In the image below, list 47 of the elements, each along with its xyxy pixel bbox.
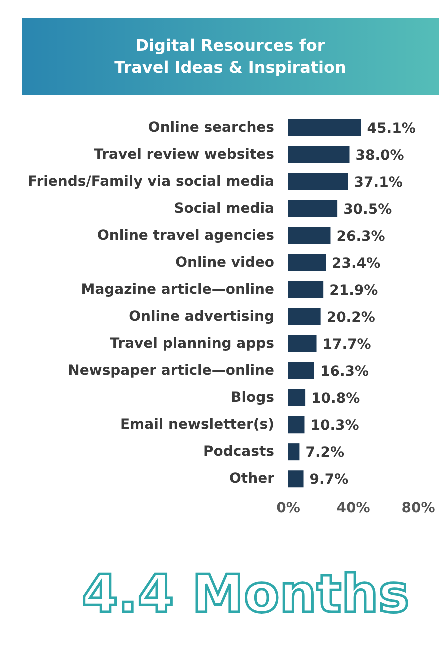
y-tick-label: Newspaper article—online — [68, 363, 274, 380]
data-label: 10.8% — [312, 391, 360, 408]
data-label: 7.2% — [306, 445, 345, 462]
bar — [288, 416, 305, 434]
data-label: 45.1% — [367, 120, 416, 137]
bar — [288, 390, 306, 407]
bar — [288, 308, 321, 326]
data-label: 17.7% — [322, 337, 372, 354]
bar — [288, 146, 350, 164]
bar — [288, 336, 317, 353]
data-label: 37.1% — [354, 174, 403, 191]
y-tick-label: Online advertising — [129, 309, 274, 326]
y-tick-label: Other — [230, 471, 275, 488]
data-label: 20.2% — [326, 310, 376, 326]
data-label: 10.3% — [310, 418, 360, 434]
y-tick-label: Friends/Family via social media — [28, 174, 274, 190]
data-label: 26.3% — [336, 228, 386, 245]
y-tick-label: Podcasts — [203, 444, 274, 460]
bar — [288, 470, 304, 488]
bar — [288, 173, 348, 190]
data-label: 21.9% — [330, 282, 378, 299]
x-tick-label: 80% — [402, 500, 436, 516]
data-label: 23.4% — [332, 256, 381, 272]
data-label: 30.5% — [344, 202, 392, 218]
bar — [288, 281, 324, 298]
y-tick-label: Travel review websites — [94, 146, 274, 163]
chart-title: Digital Resources for Travel Ideas & Inspiration — [114, 34, 348, 78]
x-tick-label: 40% — [336, 500, 370, 516]
y-tick-label: Online video — [176, 254, 275, 271]
bar — [288, 200, 338, 218]
y-tick-label: Blogs — [231, 390, 274, 406]
y-tick-label: Travel planning apps — [110, 336, 274, 352]
bar — [288, 119, 362, 136]
bar — [288, 254, 326, 272]
text: 4.4 Months — [82, 565, 410, 625]
data-label: 16.3% — [320, 364, 370, 380]
bar — [288, 444, 300, 461]
data-label: 9.7% — [310, 472, 349, 488]
y-tick-label: Magazine article—online — [81, 282, 274, 298]
y-tick-label: Online searches — [148, 120, 274, 136]
bar — [288, 227, 331, 244]
bar — [288, 362, 314, 380]
y-tick-label: Email newsletter(s) — [120, 417, 274, 434]
data-label: 38.0% — [356, 148, 404, 164]
y-tick-label: Online travel agencies — [98, 228, 274, 244]
x-tick-label: 0% — [276, 500, 300, 516]
y-tick-label: Social media — [174, 200, 274, 217]
